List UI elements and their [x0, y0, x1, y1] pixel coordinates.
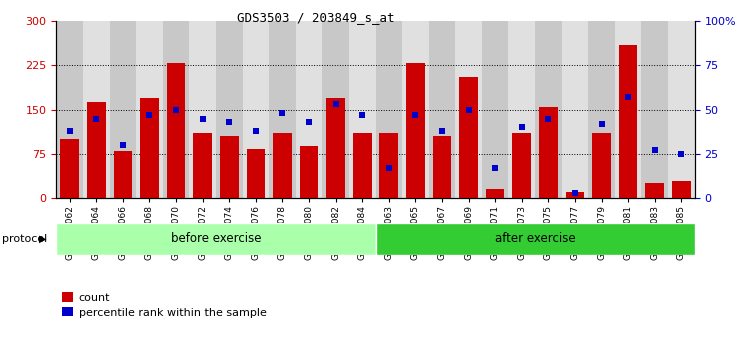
Bar: [322, 21, 349, 198]
Bar: [588, 21, 615, 198]
Bar: [433, 136, 451, 198]
Bar: [300, 146, 318, 198]
Bar: [193, 133, 212, 198]
Text: before exercise: before exercise: [170, 233, 261, 245]
Bar: [269, 21, 296, 198]
Bar: [110, 21, 136, 198]
Bar: [645, 183, 664, 198]
Legend: count, percentile rank within the sample: count, percentile rank within the sample: [62, 292, 267, 318]
Bar: [641, 21, 668, 198]
Bar: [60, 139, 79, 198]
Bar: [429, 21, 455, 198]
Bar: [220, 136, 239, 198]
Bar: [56, 223, 376, 255]
Bar: [189, 21, 216, 198]
Bar: [83, 21, 110, 198]
Bar: [353, 133, 372, 198]
Bar: [87, 102, 106, 198]
Bar: [512, 133, 531, 198]
Bar: [243, 21, 269, 198]
Bar: [113, 151, 132, 198]
Bar: [273, 133, 291, 198]
Bar: [668, 21, 695, 198]
Bar: [402, 21, 429, 198]
Bar: [535, 21, 562, 198]
Bar: [539, 107, 558, 198]
Bar: [455, 21, 482, 198]
Bar: [615, 21, 641, 198]
Bar: [379, 133, 398, 198]
Bar: [167, 63, 185, 198]
Bar: [376, 21, 402, 198]
Bar: [486, 189, 505, 198]
Bar: [136, 21, 163, 198]
Bar: [672, 181, 691, 198]
Bar: [593, 133, 611, 198]
Bar: [246, 149, 265, 198]
Bar: [216, 21, 243, 198]
Bar: [349, 21, 376, 198]
Bar: [140, 98, 158, 198]
Text: after exercise: after exercise: [495, 233, 575, 245]
Bar: [326, 98, 345, 198]
Bar: [566, 192, 584, 198]
Bar: [619, 45, 638, 198]
Text: ▶: ▶: [39, 234, 47, 244]
Bar: [562, 21, 588, 198]
Bar: [296, 21, 322, 198]
Text: protocol: protocol: [2, 234, 47, 244]
Bar: [376, 223, 695, 255]
Bar: [56, 21, 83, 198]
Bar: [460, 77, 478, 198]
Bar: [163, 21, 189, 198]
Bar: [508, 21, 535, 198]
Bar: [482, 21, 508, 198]
Text: GDS3503 / 203849_s_at: GDS3503 / 203849_s_at: [237, 11, 394, 24]
Bar: [406, 63, 425, 198]
